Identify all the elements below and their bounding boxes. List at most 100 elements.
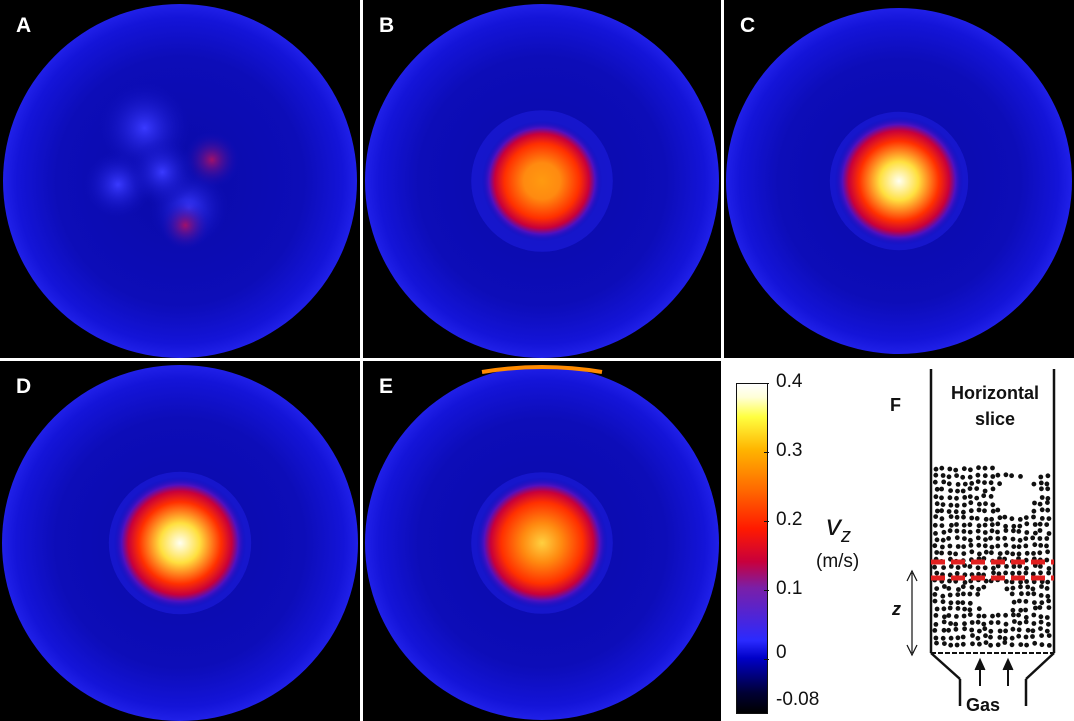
bed-particle [1011,599,1017,605]
bed-particle [955,565,961,570]
bed-particle [968,500,974,506]
bed-particle [975,479,981,484]
bed-particle [956,587,961,592]
bed-particle [1039,516,1045,521]
colorbar-tick-label: 0.3 [776,440,803,461]
bed-particle [1010,585,1016,591]
bed-particle [955,544,961,549]
bed-particle [933,635,939,641]
bed-particle [961,509,966,515]
bed-particle [1038,614,1044,620]
bed-particle [954,642,960,648]
bed-particle [1038,593,1044,598]
bed-particle [954,495,959,501]
bed-particle [1016,633,1022,639]
bed-particle [961,613,967,619]
bed-particle [1045,473,1051,479]
bed-particle [1018,607,1024,613]
bed-particle [995,536,1001,541]
bed-particle [1032,522,1038,527]
bed-particle [988,535,993,541]
bed-particle [961,514,966,520]
velocity-map-panel-d: D [0,361,360,721]
bed-particle [1044,586,1050,591]
bed-particle [941,479,947,485]
bed-particle [995,472,1001,478]
bed-particle [932,598,938,604]
bed-particle [1037,501,1043,507]
bed-particle [1003,542,1009,548]
bed-particle [1038,619,1044,625]
bed-particle [960,474,966,480]
bed-particle [982,522,988,528]
bed-particle [942,614,947,620]
bed-particle [946,474,952,480]
edge-artifact [481,365,603,374]
bed-particle [934,486,940,492]
colorbar-tickmark [764,452,769,453]
bed-particle [982,473,988,479]
central-jet-blob [481,120,603,242]
bed-particle [1044,536,1050,541]
velocity-spot [183,131,241,189]
bed-particle [1023,615,1029,620]
bed-particle [1025,584,1031,590]
bed-particle [1031,508,1037,514]
bed-particle [1032,640,1038,646]
bed-particle [1002,640,1008,645]
bed-particle [947,466,953,472]
velocity-map-panel-a: A [0,0,360,358]
bed-particle [1025,591,1031,597]
bed-particle [1003,628,1008,634]
bed-particle [948,621,953,626]
bed-particle [1009,473,1014,479]
bed-particle [970,641,975,647]
bed-particle [988,480,994,486]
bed-particle [1011,528,1016,534]
bed-particle [995,543,1001,549]
bed-particle [939,550,944,556]
bed-particle [947,528,953,534]
bed-particle [1046,633,1052,638]
bed-particle [940,544,945,550]
panel-label-f: F [890,395,901,415]
bed-particle [975,591,981,597]
bed-particle [995,612,1001,618]
bed-particle [1023,634,1029,640]
bed-particle [955,606,961,611]
bed-particle [1003,612,1008,618]
bed-particle [1025,627,1031,633]
bed-particle [995,507,1001,513]
bed-particle [1010,626,1016,632]
bed-particle [1004,586,1010,592]
bed-particle [1045,549,1050,555]
bed-particle [977,628,982,634]
bed-particle [941,565,946,570]
distributor-right-taper [1025,652,1055,680]
bed-particle [934,640,939,646]
bed-particle [1030,634,1035,639]
bed-particle [983,640,989,645]
bed-particle [997,481,1002,487]
bed-particle [960,488,966,494]
bed-particle [976,507,982,513]
bed-particle [961,522,967,528]
bed-particle [932,522,938,528]
bed-particle [1044,481,1050,487]
bed-particle [969,549,975,555]
bed-particle [974,495,980,501]
bed-particle [1018,579,1023,585]
bed-particle [997,628,1003,634]
bed-particle [1024,550,1030,556]
bed-particle [932,564,937,570]
bed-particle [948,635,954,641]
bed-particle [942,584,947,589]
bed-particle [953,626,959,632]
bed-particle [989,516,994,522]
bed-particle [1037,521,1043,527]
bed-particle [975,635,981,641]
bed-particle [1004,579,1009,584]
central-jet-blob [834,116,964,246]
slice-title-line2: slice [974,409,1016,429]
bed-particle [996,571,1002,577]
